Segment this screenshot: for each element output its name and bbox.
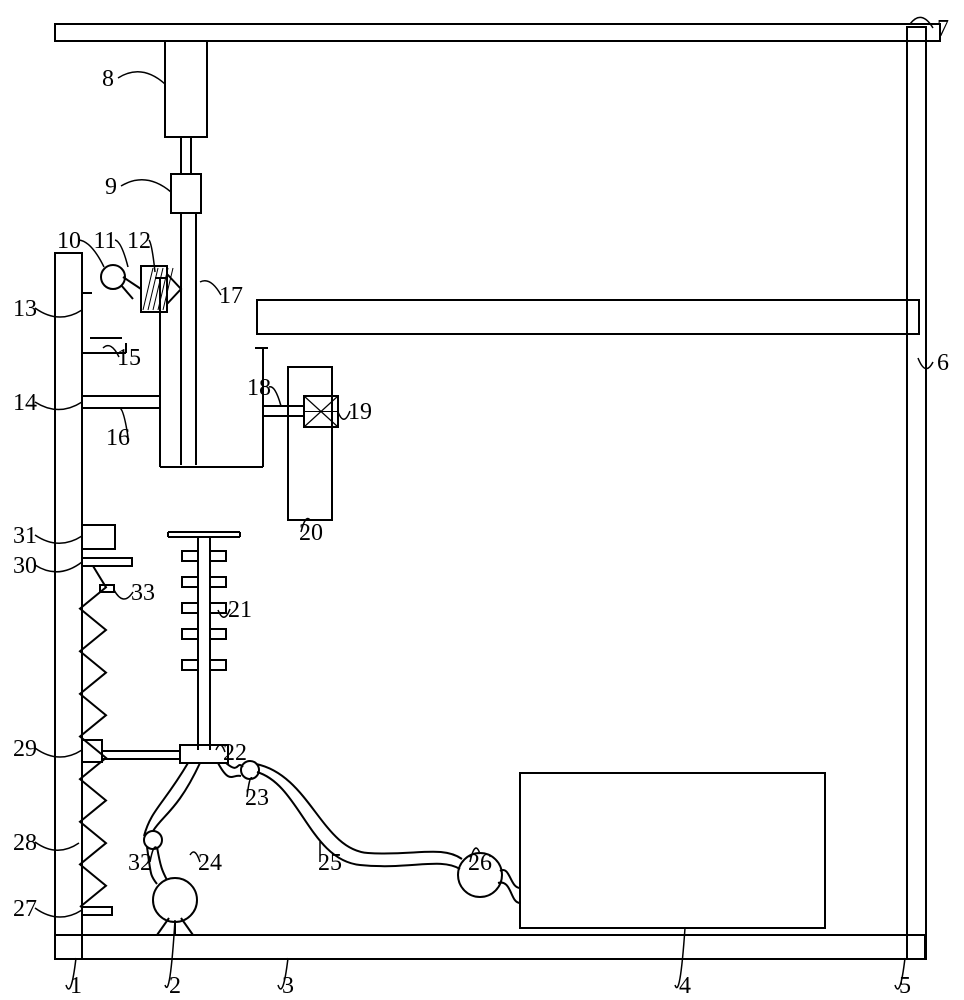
ref-label-3: 3 <box>282 973 294 999</box>
ref-label-28: 28 <box>13 830 37 856</box>
ref-label-29: 29 <box>13 736 37 762</box>
ref-label-19: 19 <box>348 399 372 425</box>
ref-label-9: 9 <box>105 174 117 200</box>
ref-label-17: 17 <box>219 283 243 309</box>
ref-label-18: 18 <box>247 375 271 401</box>
ref-label-24: 24 <box>198 850 222 876</box>
ref-label-11: 11 <box>93 228 116 254</box>
ref-label-2: 2 <box>169 973 181 999</box>
ref-label-32: 32 <box>128 850 152 876</box>
ref-label-20: 20 <box>299 520 323 546</box>
ref-label-22: 22 <box>223 740 247 766</box>
ref-label-6: 6 <box>937 350 949 376</box>
ref-label-7: 7 <box>937 16 949 42</box>
schematic-drawing: 7891011121713614151618192031303321292223… <box>0 0 964 1000</box>
ref-label-33: 33 <box>131 580 155 606</box>
ref-label-8: 8 <box>102 66 114 92</box>
ref-label-14: 14 <box>13 390 37 416</box>
ref-label-12: 12 <box>127 228 151 254</box>
ref-label-15: 15 <box>117 345 141 371</box>
ref-label-5: 5 <box>899 973 911 999</box>
ref-label-10: 10 <box>57 228 81 254</box>
ref-label-27: 27 <box>13 896 37 922</box>
ref-label-31: 31 <box>13 523 37 549</box>
ref-label-25: 25 <box>318 850 342 876</box>
ref-label-1: 1 <box>70 973 82 999</box>
ref-label-21: 21 <box>228 597 252 623</box>
ref-label-13: 13 <box>13 296 37 322</box>
ref-label-30: 30 <box>13 553 37 579</box>
